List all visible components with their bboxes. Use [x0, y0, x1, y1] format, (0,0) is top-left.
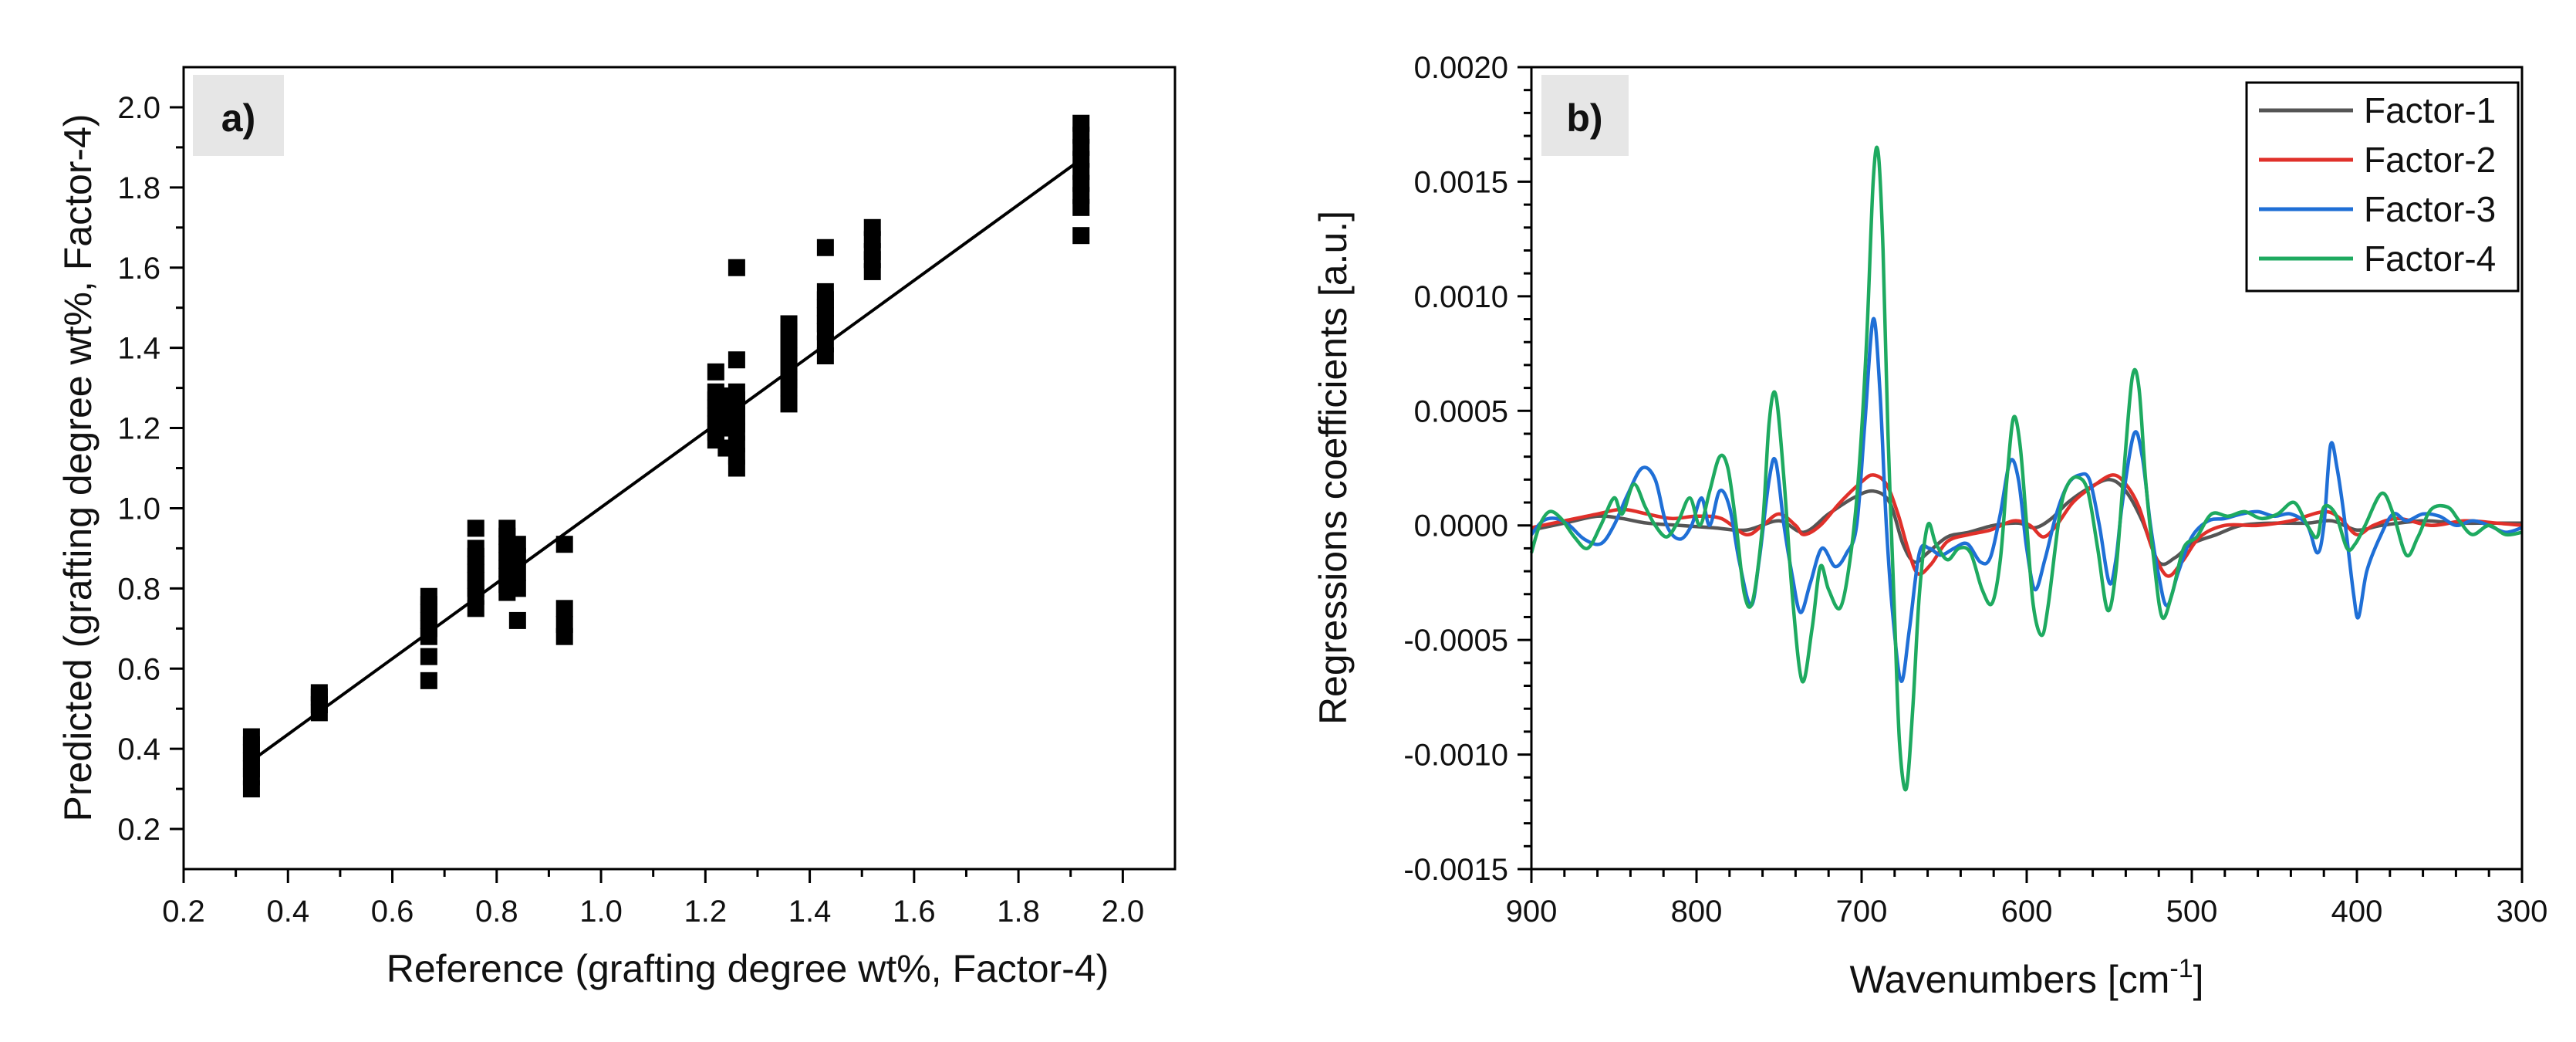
panel-a-data-point	[863, 218, 881, 236]
panel-a-data-point	[467, 540, 484, 557]
panel-b-y-tick-label: -0.0005	[1403, 624, 1508, 658]
panel-b-x-tick-label: 300	[2497, 895, 2548, 929]
panel-b-y-tick-label: -0.0015	[1403, 853, 1508, 887]
x-axis-label-end: ]	[2193, 958, 2204, 1001]
panel-b-y-tick-label: -0.0010	[1403, 739, 1508, 773]
panel-a-x-tick-label: 1.4	[788, 895, 832, 929]
panel-a-x-tick-label: 1.2	[684, 895, 728, 929]
panel-b-x-tick-label: 400	[2331, 895, 2383, 929]
x-axis-label-main: Wavenumbers [cm	[1849, 958, 2169, 1001]
panel-a-label: a)	[221, 96, 255, 140]
legend-label-factor-1: Factor-1	[2364, 90, 2496, 130]
panel-a-data-point	[420, 587, 437, 605]
panel-b-y-tick-label: 0.0005	[1414, 394, 1508, 428]
panel-a-y-tick-label: 1.4	[117, 332, 160, 366]
panel-a-data-point	[555, 536, 573, 553]
panel-a-ticks: 0.2 0.4 0.6 0.8 1.0 1.2 1.4 1.6 1.8 2.0 0.2 0.4 0.6 0…	[117, 91, 1144, 929]
panel-b-x-axis-label: Wavenumbers [cm-1]	[1849, 954, 2203, 1001]
panel-a-data-point	[1072, 227, 1090, 245]
panel-a-data-point	[420, 648, 437, 665]
panel-a-data-point	[508, 536, 526, 553]
panel-a-x-tick-label: 0.4	[266, 895, 309, 929]
panel-a: a) 0.2 0.4 0.6 0.8 1.0 1.2 1.4 1.6 1.8 2.00.20.40…	[56, 66, 1177, 990]
panel-a-y-tick-label: 1.0	[117, 492, 160, 526]
panel-a-data-point	[555, 616, 573, 634]
panel-a-points	[242, 114, 1090, 798]
panel-a-y-tick-label: 2.0	[117, 91, 160, 125]
panel-a-data-point	[728, 383, 745, 401]
panel-a-y-axis-label: Predicted (grafting degree wt%, Factor-4…	[56, 113, 100, 821]
legend-label-factor-3: Factor-3	[2364, 189, 2496, 229]
panel-a-data-point	[728, 259, 745, 276]
panel-a-x-tick-label: 2.0	[1102, 895, 1145, 929]
legend-items: Factor-1 Factor-2 Factor-3 Factor-4	[2259, 90, 2496, 279]
panel-a-data-point	[498, 519, 516, 537]
panel-a-y-tick-label: 0.6	[117, 652, 160, 686]
panel-b-ticks: 900 800 700 600 500 400 300 0.0020 0.0015 0.0010 0…	[1403, 51, 2547, 929]
x-axis-label-superscript: -1	[2169, 954, 2193, 983]
panel-a-y-tick-label: 0.4	[117, 732, 160, 766]
panel-b-label-box: b)	[1541, 75, 1629, 156]
series-line-factor-3	[1530, 316, 2523, 683]
panel-b-x-tick-label: 700	[1836, 895, 1888, 929]
panel-b-y-axis-label: Regressions coefficients [a.u.]	[1312, 211, 1355, 725]
panel-b-x-tick-label: 800	[1671, 895, 1723, 929]
panel-a-data-point	[310, 684, 328, 702]
panel-a-label-box: a)	[193, 75, 284, 156]
panel-a-data-point	[242, 728, 260, 746]
panel-b-x-tick-label: 600	[2001, 895, 2053, 929]
panel-a-data-point	[467, 519, 484, 537]
panel-a-data-point	[508, 563, 526, 581]
panel-a-frame	[182, 66, 1177, 871]
panel-b-label: b)	[1566, 96, 1602, 140]
series-line-factor-4	[1529, 145, 2523, 792]
panel-a-data-point	[1072, 114, 1090, 132]
panel-a-data-point	[420, 672, 437, 689]
panel-a-data-point	[816, 282, 834, 300]
panel-a-x-tick-label: 0.6	[371, 895, 414, 929]
panel-b-series	[1529, 145, 2523, 792]
panel-a-y-tick-label: 1.8	[117, 171, 160, 205]
panel-b-x-tick-label: 900	[1506, 895, 1558, 929]
panel-a-regression-line	[250, 157, 1082, 763]
panel-a-y-tick-label: 1.6	[117, 252, 160, 286]
panel-a-y-tick-label: 0.2	[117, 813, 160, 847]
panel-b-y-tick-label: 0.0010	[1414, 280, 1508, 314]
panel-a-x-tick-label: 0.2	[162, 895, 205, 929]
panel-b-legend: Factor-1 Factor-2 Factor-3 Factor-4	[2245, 81, 2520, 293]
legend-label-factor-2: Factor-2	[2364, 140, 2496, 180]
panel-a-data-point	[780, 395, 798, 413]
panel-b-x-tick-label: 500	[2166, 895, 2218, 929]
legend-box	[2245, 81, 2520, 293]
panel-a-x-tick-label: 1.0	[579, 895, 623, 929]
panel-b: b) 900 800 700 600 500 400 300 0.0020 0.0015 0.00…	[1312, 51, 2547, 1001]
panel-a-data-point	[780, 315, 798, 333]
panel-a-y-tick-label: 0.8	[117, 572, 160, 606]
legend-label-factor-4: Factor-4	[2364, 239, 2496, 279]
panel-a-x-tick-label: 1.6	[893, 895, 936, 929]
panel-a-data-point	[508, 580, 526, 597]
panel-b-frame	[1530, 66, 2524, 871]
panel-b-y-tick-label: 0.0000	[1414, 509, 1508, 543]
panel-a-y-tick-label: 1.2	[117, 412, 160, 446]
panel-a-data-point	[728, 351, 745, 369]
panel-b-y-tick-label: 0.0015	[1414, 165, 1508, 199]
panel-a-data-point	[816, 239, 834, 256]
panel-a-x-axis-label: Reference (grafting degree wt%, Factor-4…	[387, 947, 1109, 990]
panel-a-x-tick-label: 1.8	[997, 895, 1040, 929]
panel-a-data-point	[508, 611, 526, 629]
panel-a-x-tick-label: 0.8	[475, 895, 518, 929]
panel-a-data-point	[707, 363, 724, 381]
panel-b-y-tick-label: 0.0020	[1414, 51, 1508, 85]
panel-a-data-point	[555, 600, 573, 617]
